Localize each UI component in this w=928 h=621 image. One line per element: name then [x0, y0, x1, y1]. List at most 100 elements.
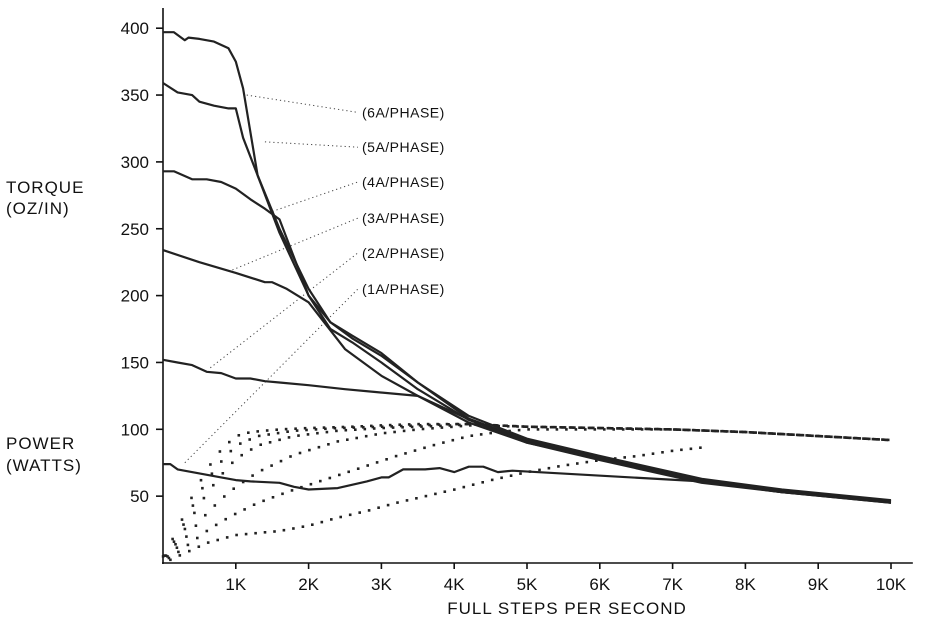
- power-point: [489, 431, 492, 435]
- power-point: [355, 436, 358, 440]
- power-point: [224, 517, 227, 521]
- power-point: [713, 429, 717, 433]
- power-point: [563, 426, 567, 429]
- x-tick-label: 3K: [371, 575, 392, 594]
- power-point: [560, 426, 564, 429]
- power-curve: [163, 422, 886, 557]
- power-point: [769, 432, 772, 435]
- power-point: [779, 432, 783, 436]
- power-point: [589, 426, 592, 430]
- power-point: [568, 426, 572, 429]
- power-point: [451, 438, 455, 442]
- power-point: [196, 536, 199, 540]
- power-point: [464, 422, 468, 426]
- power-point: [541, 425, 545, 429]
- power-point: [760, 431, 764, 435]
- power-point: [857, 437, 860, 440]
- power-point: [305, 428, 308, 432]
- power-point: [792, 433, 795, 436]
- power-point: [223, 495, 226, 498]
- power-point: [220, 460, 223, 463]
- power-point: [506, 425, 510, 428]
- power-point: [716, 429, 720, 433]
- power-point: [262, 499, 265, 503]
- power-point: [309, 482, 313, 486]
- power-point: [432, 443, 436, 447]
- torque-axis-label-line2: (OZ/IN): [6, 199, 70, 218]
- power-point: [249, 448, 253, 451]
- power-point: [664, 428, 668, 431]
- power-point: [218, 450, 222, 453]
- power-point: [367, 509, 371, 512]
- power-point: [795, 433, 799, 437]
- power-point: [863, 437, 867, 440]
- power-point: [669, 428, 672, 431]
- power-point: [404, 452, 407, 455]
- power-point: [509, 474, 513, 477]
- power-point: [710, 429, 714, 433]
- power-point: [612, 428, 615, 431]
- power-point: [289, 455, 292, 458]
- power-point: [390, 425, 393, 428]
- power-point: [836, 435, 840, 439]
- power-point: [241, 480, 245, 484]
- power-point: [771, 432, 775, 435]
- power-point: [647, 427, 650, 431]
- power-point: [233, 512, 237, 516]
- power-point: [466, 422, 469, 426]
- power-point: [497, 424, 500, 428]
- power-point: [552, 425, 556, 429]
- x-tick-label: 7K: [662, 575, 683, 594]
- power-point: [576, 462, 579, 465]
- power-point: [260, 468, 264, 472]
- power-point: [320, 520, 324, 524]
- power-curve: [161, 422, 884, 558]
- power-point: [297, 434, 300, 437]
- power-point: [339, 515, 342, 519]
- power-point: [405, 499, 409, 502]
- x-tick-label: 2K: [298, 575, 319, 594]
- power-point: [868, 437, 871, 441]
- power-point: [865, 437, 868, 440]
- power-point: [164, 554, 168, 557]
- power-point: [729, 430, 733, 433]
- power-point: [259, 443, 262, 446]
- power-point: [670, 449, 674, 453]
- power-point: [221, 472, 225, 475]
- power-point: [828, 435, 832, 438]
- power-point: [627, 427, 630, 430]
- power-point: [595, 459, 598, 462]
- power-point: [699, 446, 702, 449]
- power-point: [639, 427, 642, 431]
- power-point: [338, 473, 341, 477]
- power-point: [847, 436, 851, 440]
- power-point: [732, 430, 736, 433]
- power-point: [742, 430, 745, 434]
- power-point: [689, 447, 693, 451]
- power-point: [874, 438, 878, 441]
- power-point: [598, 426, 602, 430]
- power-point: [421, 427, 425, 431]
- power-point: [546, 428, 549, 431]
- power-point: [180, 518, 184, 521]
- power-point: [281, 492, 284, 496]
- power-point: [319, 479, 322, 483]
- torque-curve: [163, 170, 892, 503]
- power-point: [805, 434, 808, 437]
- power-point: [547, 466, 551, 470]
- power-point: [287, 436, 291, 439]
- power-point: [193, 511, 196, 515]
- x-tick-label: 8K: [735, 575, 756, 594]
- power-point: [843, 436, 846, 439]
- power-point: [183, 527, 187, 531]
- power-point: [166, 555, 169, 558]
- power-point: [324, 427, 327, 431]
- power-point: [322, 426, 326, 429]
- power-point: [754, 431, 757, 434]
- power-point: [786, 433, 789, 436]
- power-point: [581, 426, 584, 429]
- power-point: [386, 503, 390, 507]
- power-point: [735, 430, 739, 434]
- power-axis-label-line2: (WATTS): [6, 456, 82, 475]
- power-point: [535, 425, 538, 429]
